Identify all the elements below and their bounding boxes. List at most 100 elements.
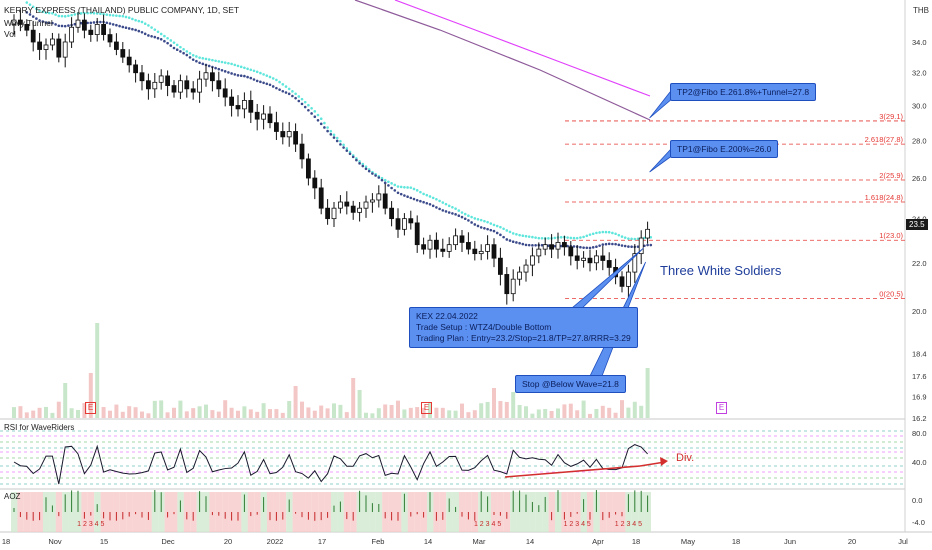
tunnel-slow-dot <box>188 56 192 59</box>
tunnel-fast-dot <box>595 231 598 235</box>
indicator-vol: Vol <box>4 29 16 39</box>
tunnel-fast-dot <box>518 233 521 237</box>
tunnel-fast-dot <box>553 236 557 240</box>
candle-body <box>184 80 190 90</box>
tunnel-slow-dot <box>227 71 230 74</box>
candle-body <box>594 255 599 264</box>
volume-bar <box>402 409 407 418</box>
tunnel-slow-dot <box>179 50 182 53</box>
tunnel-slow-dot <box>195 59 198 63</box>
tunnel-fast-dot <box>483 219 486 223</box>
tunnel-slow-dot <box>223 70 227 73</box>
tunnel-slow-dot <box>540 243 544 247</box>
candle-body <box>101 23 106 35</box>
volume-bar <box>12 407 16 418</box>
candle-body <box>382 193 388 209</box>
aoz-count-label: 1 2 3 4 5 <box>564 521 591 528</box>
tunnel-fast-dot <box>579 236 582 239</box>
tunnel-fast-dot <box>457 209 461 212</box>
tunnel-fast-dot <box>239 65 243 69</box>
tunnel-fast-dot <box>284 85 288 88</box>
price-tick-label: 26.0 <box>912 174 927 183</box>
plan-line-1: KEX 22.04.2022 <box>416 311 478 321</box>
tunnel-fast-dot <box>383 178 387 182</box>
candle-body <box>82 19 87 31</box>
tunnel-slow-dot <box>201 62 205 66</box>
divergence-arrow-line <box>504 465 641 478</box>
tunnel-fast-dot <box>361 162 365 166</box>
tunnel-slow-dot <box>89 21 93 25</box>
earnings-marker[interactable]: E <box>716 402 727 414</box>
candle-body <box>421 244 427 250</box>
candle-body <box>530 255 535 266</box>
tunnel-slow-dot <box>111 23 115 26</box>
tunnel-fast-dot <box>83 11 86 15</box>
time-tick-label: 14 <box>526 537 534 546</box>
candle-body <box>120 49 126 58</box>
tunnel-fast-dot <box>51 12 54 15</box>
time-tick-label: Jul <box>898 537 908 546</box>
tunnel-slow-dot <box>444 210 448 213</box>
volume-bar <box>517 405 522 418</box>
tunnel-fast-dot <box>473 217 477 220</box>
tunnel-slow-dot <box>383 181 387 185</box>
candle-body <box>491 244 497 259</box>
candle-body <box>235 105 241 110</box>
volume-bar <box>300 401 304 418</box>
tunnel-slow-dot <box>185 53 189 57</box>
tunnel-fast-dot <box>460 211 464 214</box>
tunnel-fast-dot <box>63 15 67 18</box>
tunnel-slow-dot <box>105 21 109 25</box>
volume-bar <box>364 412 368 418</box>
aoz-title: AOZ <box>4 492 21 501</box>
time-tick-label: Dec <box>161 537 175 546</box>
tunnel-fast-dot <box>428 195 432 198</box>
candle-body <box>523 264 529 273</box>
candle-body <box>273 122 279 132</box>
tunnel-slow-dot <box>435 206 438 209</box>
candle-body <box>395 218 401 230</box>
tunnel-fast-dot <box>323 121 326 125</box>
aoz-count-label: 1 2 3 4 5 <box>474 521 501 528</box>
tunnel-slow-dot <box>310 112 313 115</box>
tunnel-slow-dot <box>515 241 518 244</box>
tunnel-slow-dot <box>374 174 377 177</box>
tunnel-fast-dot <box>348 150 352 154</box>
tunnel-fast-dot <box>268 75 272 79</box>
candle-body <box>56 38 62 58</box>
tunnel-slow-dot <box>44 21 48 24</box>
candle-body <box>165 75 171 86</box>
tunnel-slow-dot <box>271 85 275 88</box>
volume-bar <box>396 400 400 418</box>
trade-plan-callout[interactable]: KEX 22.04.2022 Trade Setup : WTZ4/Double… <box>409 307 638 348</box>
candle-body <box>24 23 30 31</box>
tunnel-fast-dot <box>102 12 105 16</box>
tunnel-fast-dot <box>511 232 515 235</box>
tunnel-fast-dot <box>287 87 291 91</box>
volume-bar <box>293 386 298 418</box>
tunnel-fast-dot <box>643 236 646 240</box>
tunnel-fast-dot <box>454 207 457 210</box>
tunnel-slow-dot <box>207 64 211 68</box>
volume-bar <box>549 410 554 418</box>
price-tick-label: 17.6 <box>912 372 927 381</box>
tunnel-slow-dot <box>377 176 381 179</box>
rsi-line <box>13 444 648 485</box>
tunnel-slow-dot <box>531 244 534 247</box>
tunnel-slow-dot <box>649 243 653 247</box>
stop-callout[interactable]: Stop @Below Wave=21.8 <box>515 375 626 393</box>
volume-bar <box>504 401 509 418</box>
volume-bar <box>242 406 247 418</box>
price-tick-label: 16.2 <box>912 414 927 423</box>
tunnel-fast-dot <box>140 20 144 24</box>
earnings-marker[interactable]: E <box>85 402 96 414</box>
tp2-callout[interactable]: TP2@Fibo E.261.8%+Tunnel=27.8 <box>670 83 817 101</box>
tunnel-slow-dot <box>153 35 157 39</box>
volume-bar <box>280 412 285 418</box>
tunnel-fast-dot <box>185 50 189 53</box>
candle-body <box>197 78 203 93</box>
earnings-marker[interactable]: E <box>421 402 432 414</box>
tp1-callout[interactable]: TP1@Fibo E.200%=26.0 <box>670 140 779 158</box>
tunnel-fast-dot <box>495 224 499 228</box>
tunnel-slow-dot <box>239 74 243 78</box>
